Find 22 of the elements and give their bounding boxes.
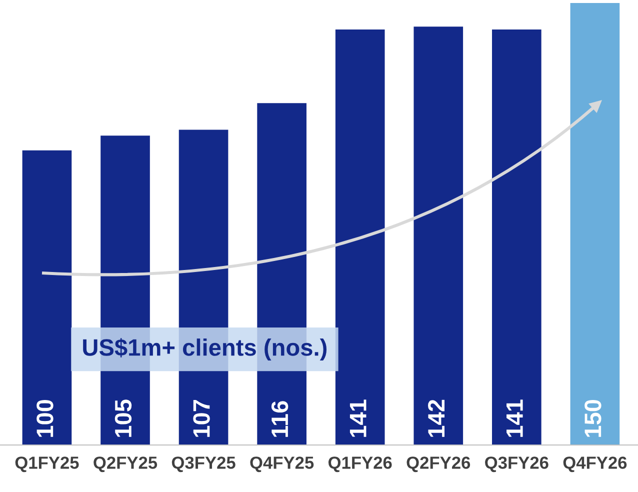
data-label: 107 bbox=[193, 400, 210, 437]
data-label: 105 bbox=[114, 400, 132, 437]
data-label: 141 bbox=[350, 400, 366, 437]
x-tick-label: Q4FY25 bbox=[250, 456, 314, 472]
bar bbox=[22, 150, 72, 445]
x-tick-label: Q1FY25 bbox=[15, 456, 79, 472]
data-label: 116 bbox=[271, 401, 288, 437]
x-tick-label: Q3FY26 bbox=[485, 456, 548, 472]
data-label: 150 bbox=[584, 400, 602, 437]
bar bbox=[414, 26, 464, 445]
x-tick-label: Q2FY25 bbox=[94, 456, 158, 472]
data-label: 100 bbox=[36, 400, 54, 437]
annotation: US$1m+ clients (nos.) bbox=[83, 338, 327, 361]
bar bbox=[570, 3, 620, 445]
bar bbox=[492, 30, 542, 445]
x-tick-label: Q3FY25 bbox=[172, 456, 236, 472]
bar bbox=[335, 30, 385, 445]
x-tick-label: Q4FY26 bbox=[563, 456, 627, 472]
x-tick-label: Q1FY26 bbox=[328, 456, 392, 472]
x-tick-label: Q2FY26 bbox=[406, 456, 470, 472]
data-label: 142 bbox=[428, 400, 444, 437]
data-label: 141 bbox=[506, 400, 523, 437]
